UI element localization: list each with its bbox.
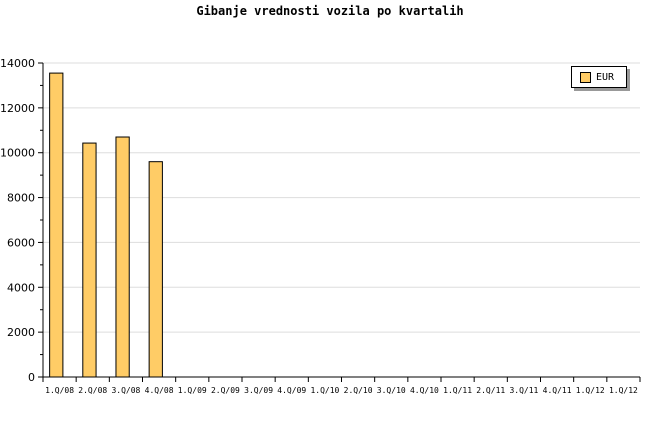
- y-tick-label: 12000: [0, 102, 35, 115]
- x-tick-label: 3.Q/11: [509, 386, 538, 395]
- x-tick-label: 2.Q/09: [211, 386, 240, 395]
- x-tick-label: 1.Q/12: [609, 386, 638, 395]
- bar: [82, 142, 97, 378]
- x-tick-label: 1.Q/10: [310, 386, 339, 395]
- y-tick-label: 6000: [7, 236, 35, 249]
- chart-title: Gibanje vrednosti vozila po kvartalih: [196, 4, 464, 18]
- y-tick-label: 4000: [7, 281, 35, 294]
- legend-swatch: [580, 71, 591, 83]
- bar: [148, 161, 163, 378]
- y-tick-label: 0: [28, 371, 35, 384]
- x-tick-label: 1.Q/08: [45, 386, 74, 395]
- x-tick-label: 4.Q/09: [277, 386, 306, 395]
- bar: [49, 72, 64, 378]
- legend-label: EUR: [596, 71, 615, 83]
- x-tick-label: 4.Q/08: [145, 386, 174, 395]
- bar: [115, 136, 130, 378]
- x-tick-label: 2.Q/11: [476, 386, 505, 395]
- x-tick-label: 2.Q/08: [78, 386, 107, 395]
- x-tick-label: 2.Q/10: [344, 386, 373, 395]
- y-tick-label: 10000: [0, 147, 35, 160]
- legend: EUR: [571, 66, 627, 88]
- y-tick-label: 8000: [7, 192, 35, 205]
- y-tick-label: 2000: [7, 326, 35, 339]
- x-tick-label: 3.Q/09: [244, 386, 273, 395]
- x-tick-label: 3.Q/08: [111, 386, 140, 395]
- x-tick-label: 3.Q/10: [377, 386, 406, 395]
- y-tick-label: 14000: [0, 57, 35, 70]
- x-tick-label: 1.Q/11: [443, 386, 472, 395]
- x-tick-label: 1.Q/12: [576, 386, 605, 395]
- x-tick-label: 4.Q/11: [543, 386, 572, 395]
- x-tick-label: 1.Q/09: [178, 386, 207, 395]
- x-tick-label: 4.Q/10: [410, 386, 439, 395]
